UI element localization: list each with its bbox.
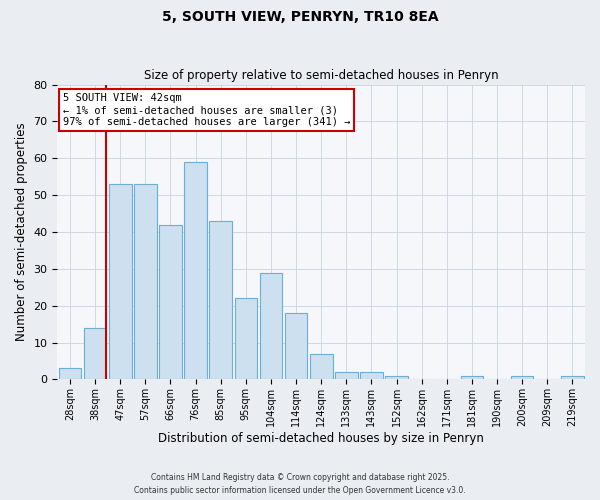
- Bar: [184, 162, 207, 380]
- Bar: [335, 372, 358, 380]
- Bar: [511, 376, 533, 380]
- Bar: [360, 372, 383, 380]
- Text: 5 SOUTH VIEW: 42sqm
← 1% of semi-detached houses are smaller (3)
97% of semi-det: 5 SOUTH VIEW: 42sqm ← 1% of semi-detache…: [62, 94, 350, 126]
- Bar: [59, 368, 81, 380]
- Text: Contains HM Land Registry data © Crown copyright and database right 2025.
Contai: Contains HM Land Registry data © Crown c…: [134, 474, 466, 495]
- Bar: [461, 376, 483, 380]
- Bar: [134, 184, 157, 380]
- Bar: [209, 221, 232, 380]
- Bar: [159, 224, 182, 380]
- Text: 5, SOUTH VIEW, PENRYN, TR10 8EA: 5, SOUTH VIEW, PENRYN, TR10 8EA: [161, 10, 439, 24]
- Bar: [561, 376, 584, 380]
- Bar: [385, 376, 408, 380]
- Bar: [235, 298, 257, 380]
- Y-axis label: Number of semi-detached properties: Number of semi-detached properties: [15, 122, 28, 342]
- Title: Size of property relative to semi-detached houses in Penryn: Size of property relative to semi-detach…: [144, 69, 499, 82]
- Bar: [84, 328, 106, 380]
- Bar: [285, 313, 307, 380]
- Bar: [109, 184, 131, 380]
- Bar: [260, 272, 282, 380]
- Bar: [310, 354, 332, 380]
- X-axis label: Distribution of semi-detached houses by size in Penryn: Distribution of semi-detached houses by …: [158, 432, 484, 445]
